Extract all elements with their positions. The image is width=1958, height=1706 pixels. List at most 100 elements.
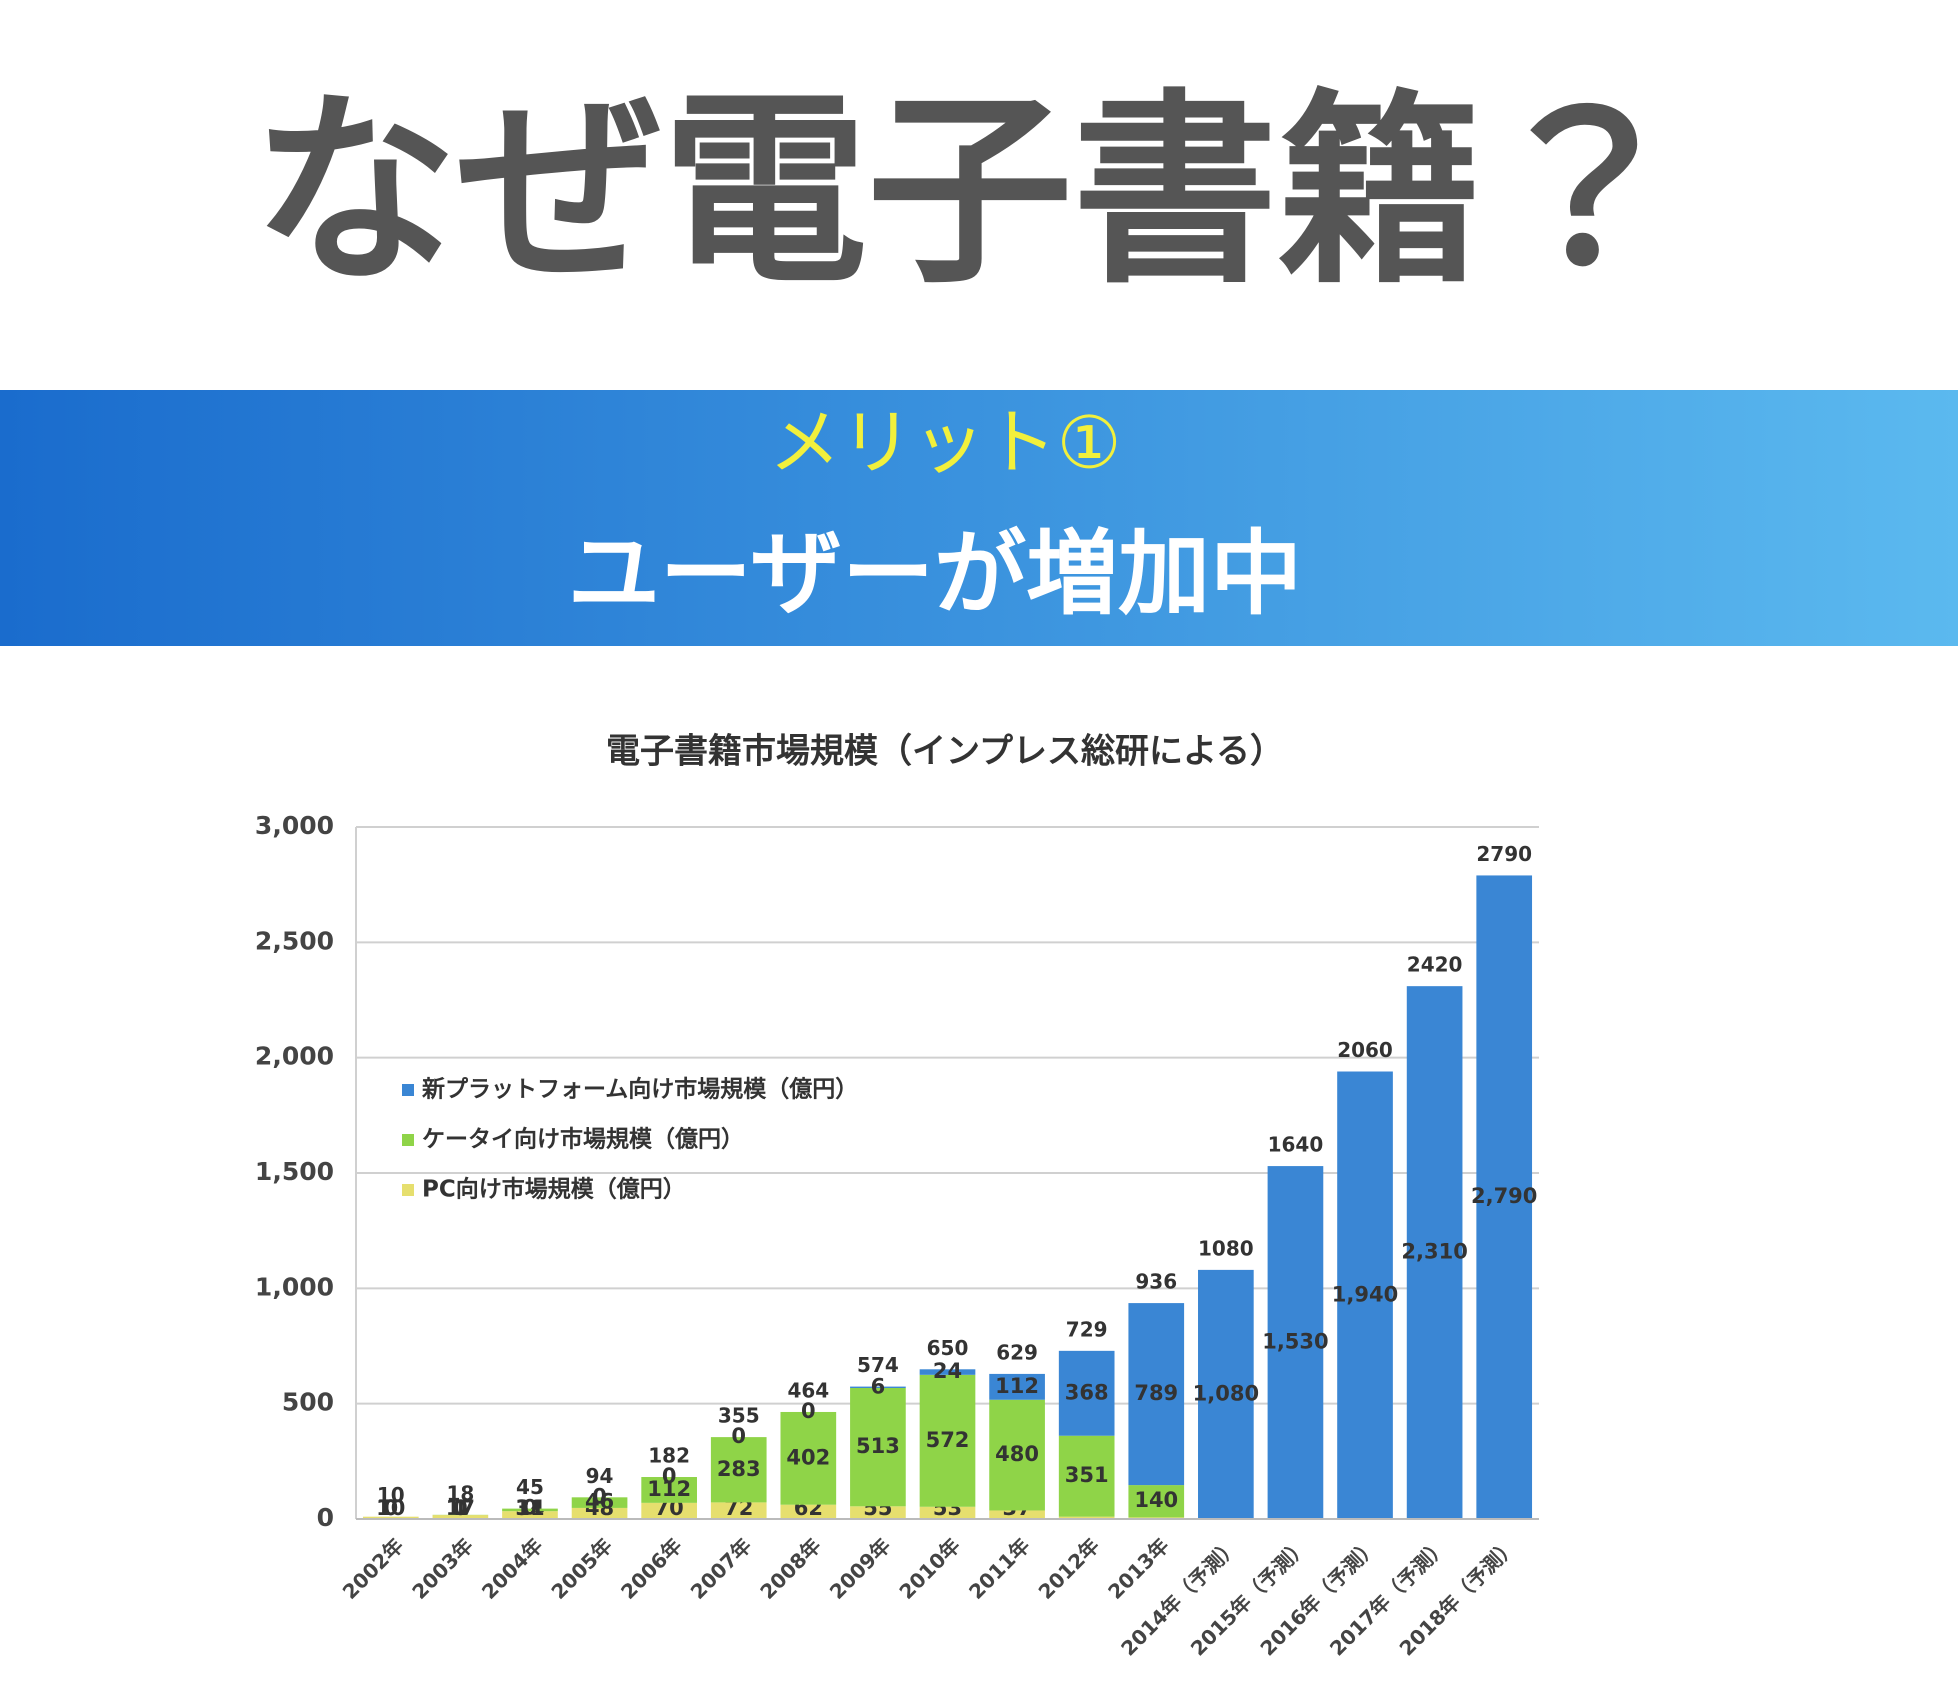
chart-title: 電子書籍市場規模（インプレス総研による）	[606, 732, 1284, 772]
legend-label: ケータイ向け市場規模（億円）	[422, 1126, 744, 1153]
x-tick-label: 2006年	[616, 1533, 686, 1603]
bar-segment	[1058, 1435, 1115, 1517]
segment-label: 112	[647, 1477, 691, 1501]
total-label: 10	[377, 1483, 405, 1507]
bar-segment	[850, 1386, 906, 1388]
total-label: 1080	[1198, 1236, 1254, 1260]
segment-label: 1,940	[1332, 1282, 1398, 1306]
bar-segment	[641, 1477, 697, 1503]
total-label: 45	[516, 1475, 544, 1499]
total-label: 574	[857, 1353, 899, 1377]
segment-label: 17	[446, 1496, 475, 1520]
x-tick-label: 2004年	[477, 1533, 547, 1603]
y-tick-label: 1,500	[255, 1157, 334, 1186]
bar-segment	[362, 1516, 419, 1519]
segment-label: 0	[383, 1496, 398, 1520]
banner-subtitle: メリット①	[769, 401, 1122, 485]
bar-segment	[1476, 875, 1533, 1519]
segment-label: 112	[995, 1374, 1039, 1398]
segment-label: 0	[592, 1484, 607, 1508]
total-label: 18	[446, 1481, 474, 1505]
bar-segment	[919, 1374, 976, 1507]
segment-label: 283	[717, 1457, 761, 1481]
bar-segment	[780, 1504, 837, 1519]
segment-label: 0	[662, 1464, 677, 1488]
slide-title: なぜ電子書籍？	[253, 73, 1688, 311]
total-label: 355	[718, 1404, 760, 1428]
bar-segment	[1198, 1269, 1254, 1519]
y-tick-label: 500	[282, 1388, 334, 1417]
y-tick-label: 1,000	[255, 1272, 334, 1301]
segment-label: 1,530	[1262, 1330, 1328, 1354]
segment-label: 0	[383, 1496, 398, 1520]
bar-segment	[919, 1506, 976, 1519]
x-tick-label: 2002年	[338, 1533, 408, 1603]
bar-segment	[641, 1502, 697, 1519]
segment-label: 0	[453, 1496, 468, 1520]
segment-label: 46	[585, 1490, 614, 1514]
segment-label: 0	[801, 1399, 816, 1423]
segment-label: 0	[523, 1496, 538, 1520]
legend-label: 新プラットフォーム向け市場規模（億円）	[421, 1076, 858, 1103]
bar-segment	[502, 1511, 558, 1519]
bar-segment	[571, 1507, 628, 1519]
bar-segment	[1406, 986, 1463, 1519]
x-tick-label: 2011年	[964, 1533, 1034, 1603]
x-tick-label: 2010年	[894, 1533, 964, 1603]
total-label: 650	[927, 1336, 969, 1360]
legend-swatch	[402, 1084, 414, 1096]
x-tick-label: 2012年	[1034, 1533, 1104, 1603]
segment-label: 351	[1065, 1463, 1109, 1487]
segment-label: 2,310	[1401, 1240, 1467, 1264]
bar-segment	[919, 1369, 976, 1375]
legend-swatch	[402, 1184, 414, 1196]
segment-label: 368	[1065, 1380, 1109, 1404]
bar-segment	[502, 1508, 558, 1512]
bar-segment	[989, 1373, 1045, 1400]
total-label: 464	[787, 1378, 829, 1402]
x-tick-label: 2003年	[407, 1533, 477, 1603]
x-tick-label: 2016年（予測）	[1255, 1533, 1382, 1660]
bar-segment	[989, 1510, 1045, 1519]
x-tick-label: 2005年	[547, 1533, 617, 1603]
bar-segment	[1337, 1071, 1393, 1519]
segment-label: 1,080	[1193, 1381, 1259, 1405]
legend-label: PC向け市場規模（億円）	[422, 1176, 686, 1203]
x-tick-label: 2008年	[755, 1533, 825, 1603]
bar-segment	[710, 1437, 767, 1503]
bar-segment	[1128, 1485, 1185, 1518]
segment-label: 1	[453, 1496, 468, 1520]
bar-segment	[1128, 1303, 1185, 1486]
bar-segment	[432, 1515, 489, 1519]
bar-segment	[850, 1506, 906, 1519]
y-tick-label: 3,000	[255, 811, 334, 840]
x-tick-label: 2015年（予測）	[1186, 1533, 1313, 1660]
segment-label: 10	[376, 1496, 405, 1520]
x-tick-label: 2007年	[686, 1533, 756, 1603]
x-tick-label: 2018年（予測）	[1395, 1533, 1522, 1660]
bar-segment	[1267, 1166, 1324, 1519]
total-label: 1640	[1268, 1133, 1324, 1157]
total-label: 182	[648, 1444, 690, 1468]
x-tick-label: 2009年	[825, 1533, 895, 1603]
total-label: 936	[1135, 1270, 1177, 1294]
y-tick-label: 2,000	[255, 1042, 334, 1071]
segment-label: 11	[515, 1496, 544, 1520]
segment-label: 480	[995, 1442, 1039, 1466]
banner-headline: ユーザーが増加中	[568, 520, 1302, 627]
total-label: 2790	[1476, 842, 1532, 866]
total-label: 629	[996, 1340, 1038, 1364]
total-label: 94	[586, 1464, 614, 1488]
total-label: 2060	[1337, 1038, 1393, 1062]
bar-segment	[571, 1497, 628, 1508]
banner	[0, 390, 1958, 646]
x-tick-label: 2014年（予測）	[1116, 1533, 1243, 1660]
segment-label: 572	[926, 1428, 970, 1452]
legend-swatch	[402, 1134, 414, 1146]
bar-segment	[989, 1399, 1045, 1511]
total-label: 729	[1066, 1317, 1108, 1341]
x-tick-label: 2013年	[1103, 1533, 1173, 1603]
bar-segment	[710, 1502, 767, 1519]
